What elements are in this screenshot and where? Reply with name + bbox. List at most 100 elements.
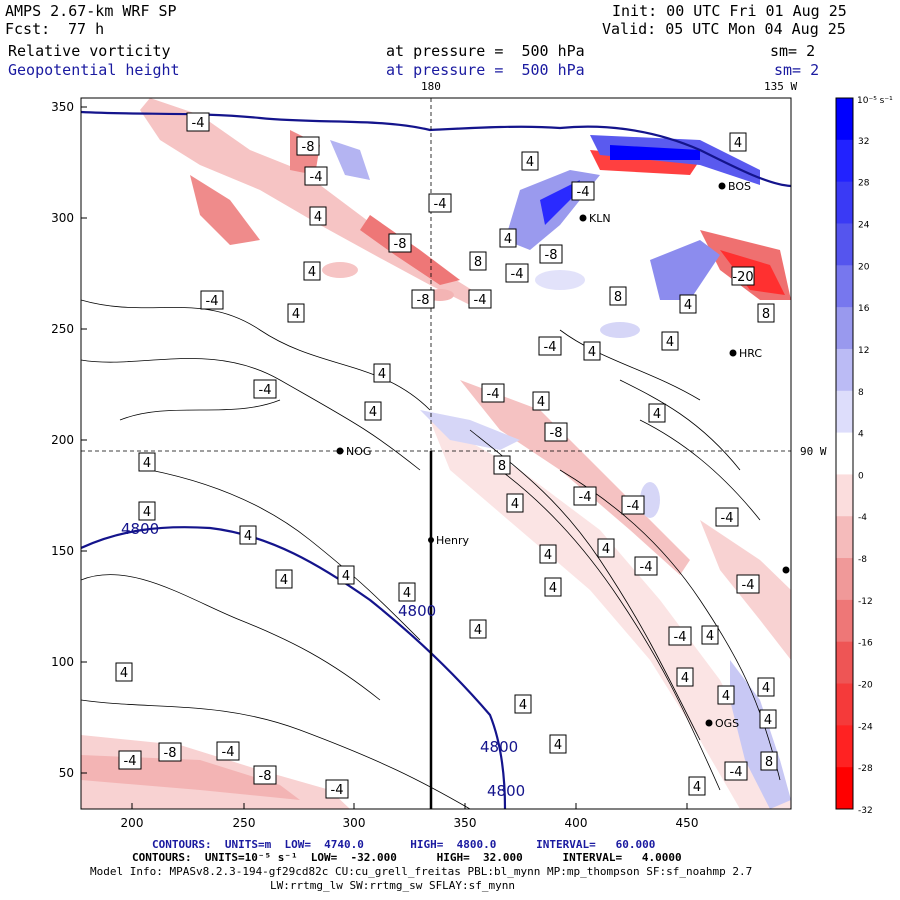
contour-label-box: [544, 422, 568, 442]
init-time: Init: 00 UTC Fri 01 Aug 25: [612, 2, 847, 20]
contour-label-box: [158, 742, 182, 762]
contour-label: 4: [549, 581, 557, 596]
contour-label-box: [521, 151, 539, 171]
contour-label: 4: [554, 738, 562, 753]
contour-label-box: [364, 401, 382, 421]
colorbar-swatch: [836, 516, 853, 559]
contour-label-box: [538, 336, 562, 356]
contour-label-box: [736, 574, 760, 594]
contour-label: -8: [164, 746, 177, 761]
colorbar-label: -16: [858, 639, 873, 649]
colorbar-swatch: [836, 390, 853, 434]
colorbar-swatch: [836, 767, 853, 810]
contour-label: 4: [706, 629, 714, 644]
contour-label-box: [679, 294, 697, 314]
contour-label-box: [398, 582, 416, 602]
y-tick-50: 50: [59, 766, 74, 780]
contour-label: -4: [124, 754, 137, 769]
x-tick-250: 250: [233, 816, 256, 830]
station-label: Henry: [436, 534, 470, 547]
contour-label-box: [138, 501, 156, 521]
station-marker: [718, 182, 726, 190]
contour-label: -4: [206, 294, 219, 309]
contour-label-box: [304, 166, 328, 186]
colorbar-label: 0: [858, 471, 864, 481]
contour-label: 4: [544, 548, 552, 563]
contour-label-box: [661, 331, 679, 351]
contour-label: -4: [474, 293, 487, 308]
contour-label: 4: [681, 671, 689, 686]
contour-label: -4: [674, 630, 687, 645]
contour-label-box: [676, 667, 694, 687]
contour-label-box: [729, 132, 747, 152]
y-tick-350: 350: [51, 100, 74, 114]
contour-label: 4: [308, 265, 316, 280]
contour-label-box: [757, 303, 775, 323]
contour-label: 4: [537, 395, 545, 410]
contour-label: -8: [259, 769, 272, 784]
contour-label: -4: [310, 170, 323, 185]
contour-label: 4: [519, 698, 527, 713]
station-label: KLN: [589, 212, 611, 225]
contour-label-box: [544, 577, 562, 597]
contour-label-box: [411, 289, 435, 309]
contour-label-box: [717, 685, 735, 705]
contour-label: 8: [765, 755, 773, 770]
contour-label: -4: [222, 745, 235, 760]
colorbar-swatch: [836, 98, 853, 141]
contour-label-box: [621, 495, 645, 515]
contour-label: 4: [684, 298, 692, 313]
contour-label-box: [200, 290, 224, 310]
contour-label-box: [499, 228, 517, 248]
colorbar-label: -20: [858, 681, 873, 691]
contour-label: 4: [653, 407, 661, 422]
contour-label: -4: [579, 490, 592, 505]
field2-level: at pressure = 500 hPa: [386, 61, 585, 79]
contour-label: -4: [259, 383, 272, 398]
contour-label: -8: [302, 140, 315, 155]
contour-label: 4: [314, 210, 322, 225]
y-tick-200: 200: [51, 433, 74, 447]
colorbar-label: -28: [858, 764, 873, 774]
contour-label-box: [253, 379, 277, 399]
contour-label: -4: [544, 340, 557, 355]
field1-name: Relative vorticity: [8, 42, 171, 60]
contour-label: -4: [511, 267, 524, 282]
height-label: 4800: [398, 602, 436, 620]
colorbar-swatch: [836, 265, 853, 308]
contour-label: -8: [417, 293, 430, 308]
contour-label: 4: [764, 713, 772, 728]
contour-label-box: [468, 289, 492, 309]
contour-label-box: [296, 136, 320, 156]
colorbar-label: -24: [858, 722, 873, 732]
contour-label: 8: [474, 255, 482, 270]
contour-label-box: [337, 565, 355, 585]
colorbar-unit: 10⁻⁵ s⁻¹: [857, 96, 893, 106]
contour-label-box: [388, 233, 412, 253]
contour-label-box: [253, 765, 277, 785]
contour-label: -4: [192, 116, 205, 131]
contour-label-box: [428, 193, 452, 213]
colorbar-swatch: [836, 725, 853, 768]
contour-label: 4: [292, 307, 300, 322]
station-marker: [428, 537, 434, 543]
colorbar-label: 12: [858, 346, 869, 356]
contour-label-box: [186, 112, 210, 132]
map-field: [81, 98, 791, 809]
colorbar: 32 28 24 20 16 12 8 4 0 -4 -8 -12 -16 -20 -24 -28 -32: [835, 97, 873, 816]
station-marker: [729, 349, 737, 357]
contour-label: 4: [378, 367, 386, 382]
contour-label-box: [597, 538, 615, 558]
height-label: 4800: [121, 520, 159, 538]
y-tick-150: 150: [51, 544, 74, 558]
footer-vorticity-contours: CONTOURS: UNITS=10⁻⁵ s⁻¹ LOW= -32.000 HI…: [132, 851, 682, 864]
contour-label: 4: [762, 681, 770, 696]
station-label: BOS: [728, 180, 751, 193]
station-label: OGS: [715, 717, 739, 730]
contour-label-box: [514, 694, 532, 714]
contour-label: -4: [742, 578, 755, 593]
contour-label: -4: [331, 783, 344, 798]
contour-label-box: [573, 486, 597, 506]
contour-label: 4: [143, 505, 151, 520]
contour-label: 4: [369, 405, 377, 420]
